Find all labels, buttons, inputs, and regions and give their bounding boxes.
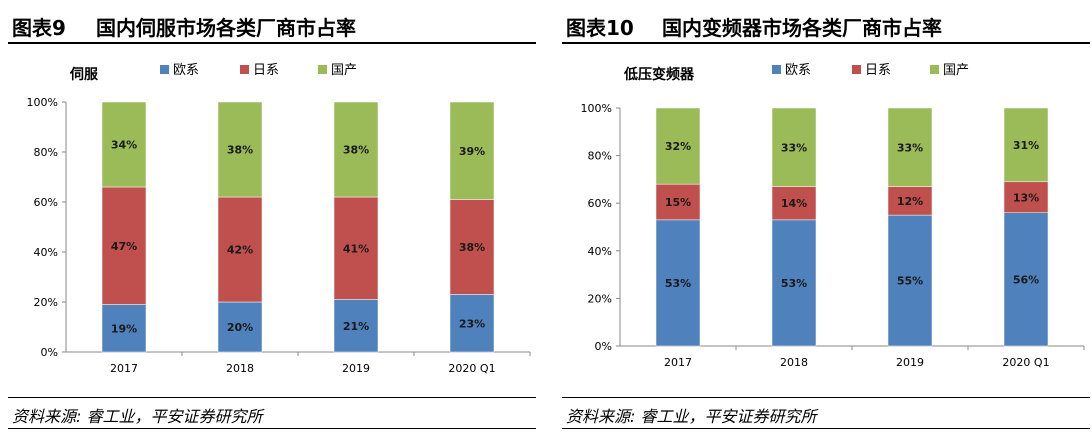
data-label: 32% <box>665 140 691 153</box>
bar-segment <box>771 107 817 187</box>
chart-panel-inverter: 图表10 国内变频器市场各类厂商市占率 低压变频器 欧系 日系 国产 0% 20% 40% 6… <box>562 0 1090 442</box>
figure-number: 图表10 <box>566 16 634 40</box>
legend-swatch <box>772 65 781 74</box>
source-text: 资料来源: 睿工业，平安证券研究所 <box>566 407 817 426</box>
figure-header: 图表9 国内伺服市场各类厂商市占率 <box>8 8 536 44</box>
chart-subtitle: 伺服 <box>69 66 99 83</box>
data-label: 14% <box>781 197 807 210</box>
legend-label: 国产 <box>943 63 969 78</box>
data-label: 41% <box>343 242 369 255</box>
legend-label: 欧系 <box>173 63 199 78</box>
y-tick-label: 80% <box>588 150 612 163</box>
bar-segment <box>101 304 147 353</box>
y-tick-label: 80% <box>34 146 58 159</box>
x-tick-label: 2019 <box>342 362 370 375</box>
data-label: 55% <box>897 275 923 288</box>
y-tick-label: 100% <box>581 102 612 115</box>
bar-segment <box>217 101 263 198</box>
data-label: 42% <box>227 244 253 257</box>
y-tick-label: 0% <box>41 346 58 359</box>
bar-segment <box>449 101 495 200</box>
bar-segment <box>1003 107 1049 183</box>
x-tick-label: 2018 <box>780 356 808 369</box>
legend-label: 日系 <box>865 63 891 78</box>
chart-panel-servo: 图表9 国内伺服市场各类厂商市占率 伺服 欧系 日系 国产 0% 20% 40% 60% 80%… <box>8 0 536 442</box>
data-label: 31% <box>1013 139 1039 152</box>
legend-swatch <box>160 65 169 74</box>
bar-segment <box>217 301 263 353</box>
data-label: 23% <box>459 317 485 330</box>
figure-number: 图表9 <box>12 16 66 40</box>
data-label: 34% <box>111 139 137 152</box>
bar-segment <box>101 101 147 188</box>
y-tick-label: 60% <box>588 197 612 210</box>
data-label: 38% <box>227 144 253 157</box>
legend-swatch <box>318 65 327 74</box>
data-label: 33% <box>897 141 923 154</box>
bar-segment <box>333 196 379 300</box>
y-tick-label: 0% <box>595 340 612 353</box>
legend-label: 日系 <box>253 63 279 78</box>
bar-segment <box>771 219 817 347</box>
x-tick-label: 2017 <box>110 362 138 375</box>
bar-segment <box>887 107 933 187</box>
legend-label: 欧系 <box>785 63 811 78</box>
data-label: 38% <box>343 144 369 157</box>
bar-segment <box>887 186 933 216</box>
bar-segment <box>217 196 263 303</box>
figure-title: 国内伺服市场各类厂商市占率 <box>96 16 356 40</box>
data-label: 38% <box>459 241 485 254</box>
y-tick-label: 60% <box>34 196 58 209</box>
data-label: 47% <box>111 240 137 253</box>
data-label: 21% <box>343 320 369 333</box>
data-label: 20% <box>227 321 253 334</box>
y-tick-label: 40% <box>588 245 612 258</box>
stacked-bar-chart-inverter: 低压变频器 欧系 日系 国产 0% 20% 40% 60% 80% 100% 53% 15% 32% 20… <box>581 63 1085 369</box>
bar-segment <box>333 299 379 353</box>
x-tick-label: 2020 Q1 <box>448 362 495 375</box>
bar-segment <box>887 214 933 347</box>
x-tick-label: 2019 <box>896 356 924 369</box>
bar-segment <box>449 199 495 295</box>
bar-segment <box>655 183 701 221</box>
data-label: 13% <box>1013 191 1039 204</box>
x-tick-label: 2017 <box>664 356 692 369</box>
bar-segment <box>101 186 147 305</box>
data-label: 39% <box>459 145 485 158</box>
data-label: 12% <box>897 195 923 208</box>
legend-swatch <box>930 65 939 74</box>
figure-title: 国内变频器市场各类厂商市占率 <box>662 16 942 40</box>
bar-segment <box>771 186 817 221</box>
y-tick-label: 100% <box>27 96 58 109</box>
bar-segment <box>449 294 495 353</box>
bar-segment <box>333 101 379 198</box>
figure-header: 图表10 国内变频器市场各类厂商市占率 <box>562 8 1090 44</box>
chart-subtitle: 低压变频器 <box>623 66 695 83</box>
data-label: 19% <box>111 322 137 335</box>
legend-swatch <box>240 65 249 74</box>
stacked-bar-chart-servo: 伺服 欧系 日系 国产 0% 20% 40% 60% 80% 100% 19% 47% 34% 2017 2… <box>27 63 531 375</box>
bar-segment <box>655 107 701 185</box>
bar-segment <box>1003 212 1049 347</box>
data-label: 53% <box>781 277 807 290</box>
source-text: 资料来源: 睿工业，平安证券研究所 <box>12 407 263 426</box>
x-tick-label: 2020 Q1 <box>1002 356 1049 369</box>
source-note: 资料来源: 睿工业，平安证券研究所 <box>562 397 1090 429</box>
x-tick-label: 2018 <box>226 362 254 375</box>
data-label: 15% <box>665 196 691 209</box>
data-label: 53% <box>665 277 691 290</box>
y-tick-label: 20% <box>34 296 58 309</box>
data-label: 56% <box>1013 273 1039 286</box>
legend-label: 国产 <box>331 63 357 78</box>
y-tick-label: 20% <box>588 292 612 305</box>
data-label: 33% <box>781 141 807 154</box>
y-tick-label: 40% <box>34 246 58 259</box>
legend-swatch <box>852 65 861 74</box>
source-note: 资料来源: 睿工业，平安证券研究所 <box>8 397 536 429</box>
